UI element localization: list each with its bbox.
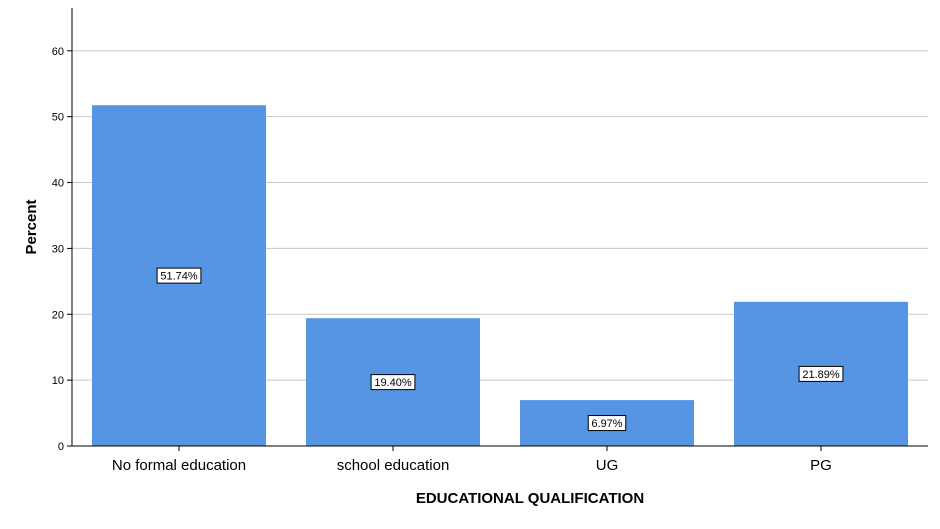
y-tick-label-40: 40 bbox=[52, 178, 64, 190]
y-tick-label-0: 0 bbox=[58, 441, 64, 453]
x-axis-title: EDUCATIONAL QUALIFICATION bbox=[416, 490, 644, 507]
data-label-box-ug bbox=[587, 415, 627, 432]
y-axis-title: Percent bbox=[23, 199, 40, 254]
y-tick-label-20: 20 bbox=[52, 309, 64, 321]
data-label-pg: 21.89% bbox=[802, 369, 840, 381]
data-label-school-education: 19.40% bbox=[374, 377, 412, 389]
x-tick-label-ug: UG bbox=[596, 457, 619, 474]
y-axis-ticks: 0 10 20 30 40 50 60 bbox=[52, 46, 72, 453]
data-label-ug: 6.97% bbox=[591, 418, 622, 430]
x-tick-label-no-formal-education: No formal education bbox=[112, 457, 246, 474]
x-tick-label-school-education: school education bbox=[337, 457, 450, 474]
x-axis-categories: No formal education school education UG PG bbox=[112, 446, 832, 474]
x-tick-label-pg: PG bbox=[810, 457, 832, 474]
y-tick-label-60: 60 bbox=[52, 46, 64, 58]
data-label-box-pg bbox=[798, 365, 844, 382]
y-tick-label-10: 10 bbox=[52, 375, 64, 387]
data-label-box-school-education bbox=[370, 374, 416, 391]
bars: 51.74% 19.40% 6.97% 21.89% bbox=[92, 105, 908, 446]
data-label-box-no-formal-education bbox=[156, 267, 202, 284]
y-tick-label-50: 50 bbox=[52, 112, 64, 124]
y-tick-label-30: 30 bbox=[52, 243, 64, 255]
data-label-no-formal-education: 51.74% bbox=[160, 271, 198, 283]
